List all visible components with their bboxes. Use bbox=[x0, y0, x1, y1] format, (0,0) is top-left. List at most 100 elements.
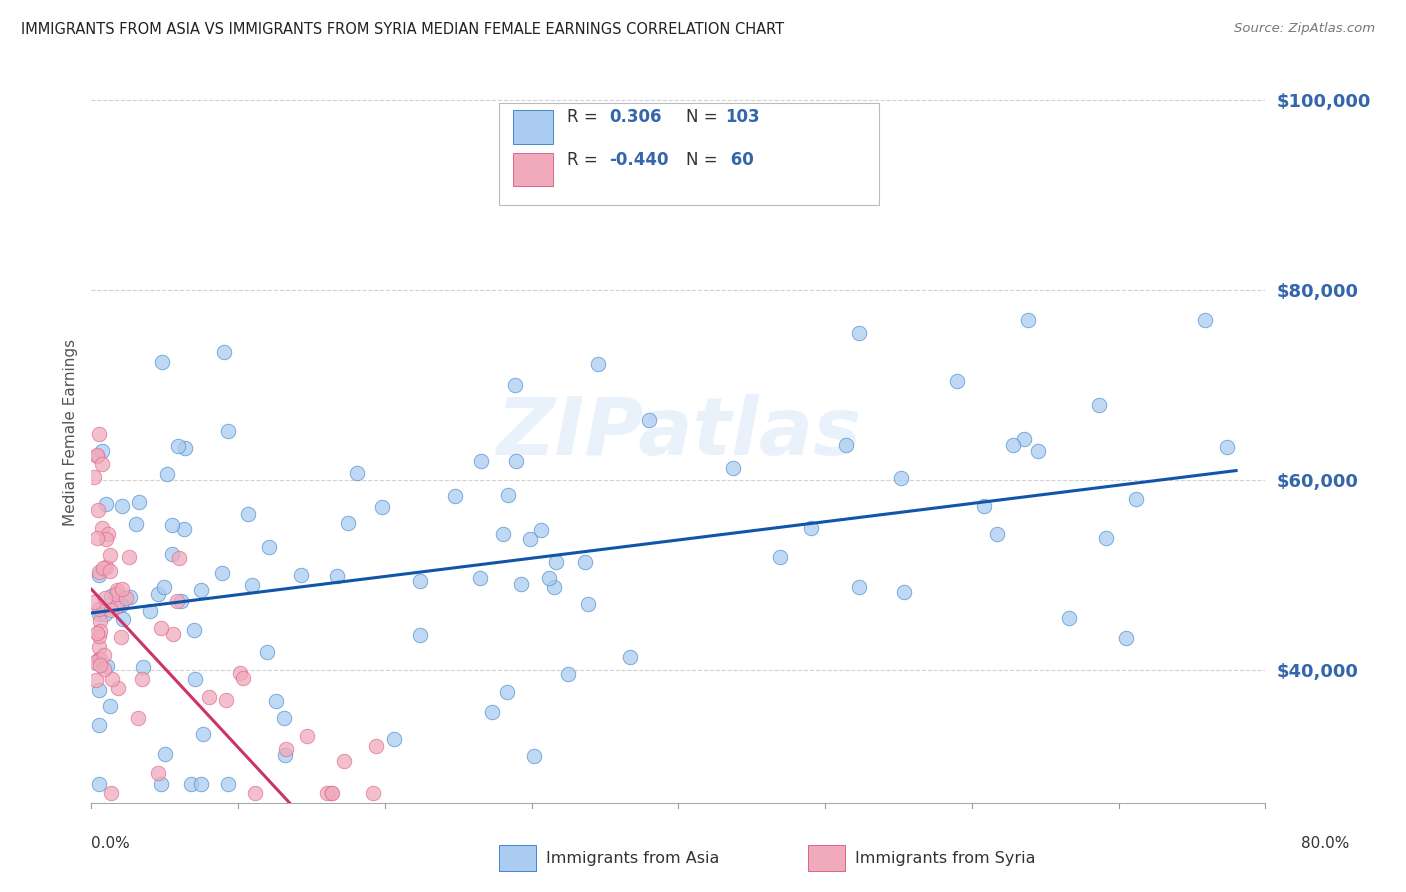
Point bbox=[336, 516, 359, 531]
Point bbox=[138, 604, 160, 618]
Point bbox=[89, 624, 111, 639]
Point bbox=[382, 732, 405, 747]
Point bbox=[93, 648, 115, 662]
Text: 0.306: 0.306 bbox=[609, 108, 661, 126]
Point bbox=[166, 440, 188, 454]
Point bbox=[86, 448, 108, 462]
Point bbox=[893, 584, 915, 599]
Point bbox=[84, 655, 107, 669]
Point bbox=[89, 658, 111, 673]
Point bbox=[111, 592, 134, 607]
Point bbox=[768, 550, 790, 565]
Point bbox=[371, 500, 394, 515]
Point bbox=[87, 777, 110, 791]
Point bbox=[945, 375, 967, 389]
Point bbox=[366, 739, 388, 753]
Point bbox=[973, 499, 995, 513]
Point bbox=[481, 705, 503, 719]
Point bbox=[217, 777, 239, 791]
Point bbox=[557, 667, 579, 681]
Text: Immigrants from Asia: Immigrants from Asia bbox=[546, 851, 718, 865]
Point bbox=[91, 443, 114, 458]
Point bbox=[215, 693, 238, 707]
Point bbox=[295, 729, 318, 743]
Point bbox=[619, 649, 641, 664]
Point bbox=[162, 627, 184, 641]
Point bbox=[346, 466, 368, 480]
Point bbox=[166, 594, 188, 608]
Point bbox=[190, 582, 212, 597]
Point bbox=[325, 569, 347, 583]
Point bbox=[87, 567, 110, 582]
Point bbox=[256, 645, 278, 659]
Point bbox=[153, 580, 176, 594]
Point bbox=[83, 470, 105, 484]
Point bbox=[127, 711, 149, 725]
Point bbox=[87, 607, 110, 622]
Point bbox=[848, 326, 870, 341]
Point bbox=[89, 651, 111, 665]
Point bbox=[87, 503, 110, 517]
Point bbox=[496, 488, 519, 502]
Point bbox=[170, 594, 193, 608]
Point bbox=[519, 532, 541, 546]
Point bbox=[107, 681, 129, 696]
Point bbox=[98, 548, 121, 562]
Point bbox=[160, 547, 183, 561]
Point bbox=[1095, 531, 1118, 545]
Text: Source: ZipAtlas.com: Source: ZipAtlas.com bbox=[1234, 22, 1375, 36]
Point bbox=[509, 577, 531, 591]
Point bbox=[104, 586, 127, 600]
Point bbox=[236, 507, 259, 521]
Point bbox=[1001, 438, 1024, 452]
Point bbox=[160, 518, 183, 533]
Point bbox=[232, 671, 254, 685]
Point bbox=[84, 673, 107, 687]
Point bbox=[89, 640, 111, 655]
Text: 60: 60 bbox=[725, 151, 754, 169]
Point bbox=[229, 665, 252, 680]
Text: R =: R = bbox=[567, 151, 603, 169]
Point bbox=[190, 777, 212, 791]
Point bbox=[274, 747, 297, 762]
Point bbox=[290, 568, 312, 582]
Text: 0.0%: 0.0% bbox=[91, 836, 131, 851]
Point bbox=[264, 694, 287, 708]
Point bbox=[361, 786, 384, 800]
Point bbox=[93, 591, 115, 605]
Point bbox=[90, 457, 112, 471]
Point bbox=[89, 615, 111, 629]
Point bbox=[100, 564, 122, 578]
Point bbox=[321, 786, 343, 800]
Point bbox=[149, 777, 172, 791]
Point bbox=[94, 559, 117, 574]
Point bbox=[257, 541, 280, 555]
Text: 103: 103 bbox=[725, 108, 761, 126]
Point bbox=[90, 521, 112, 535]
Point bbox=[986, 526, 1008, 541]
Text: ZIPatlas: ZIPatlas bbox=[496, 393, 860, 472]
Point bbox=[1115, 631, 1137, 645]
Point bbox=[1017, 313, 1039, 327]
Point bbox=[191, 727, 214, 741]
Point bbox=[125, 517, 148, 532]
Text: -0.440: -0.440 bbox=[609, 151, 668, 169]
Point bbox=[183, 623, 205, 637]
Point bbox=[890, 471, 912, 485]
Point bbox=[87, 426, 110, 441]
Point bbox=[87, 565, 110, 579]
Point bbox=[586, 357, 609, 371]
Point bbox=[543, 580, 565, 594]
Point bbox=[1215, 441, 1237, 455]
Point bbox=[530, 523, 553, 537]
Point bbox=[100, 603, 122, 617]
Point bbox=[1026, 444, 1049, 458]
Point bbox=[1194, 313, 1216, 327]
Text: N =: N = bbox=[686, 151, 717, 169]
Point bbox=[274, 741, 297, 756]
Point bbox=[537, 571, 560, 585]
Point bbox=[111, 499, 134, 513]
Point bbox=[1012, 432, 1035, 446]
Point bbox=[156, 467, 179, 481]
Point bbox=[86, 449, 108, 463]
